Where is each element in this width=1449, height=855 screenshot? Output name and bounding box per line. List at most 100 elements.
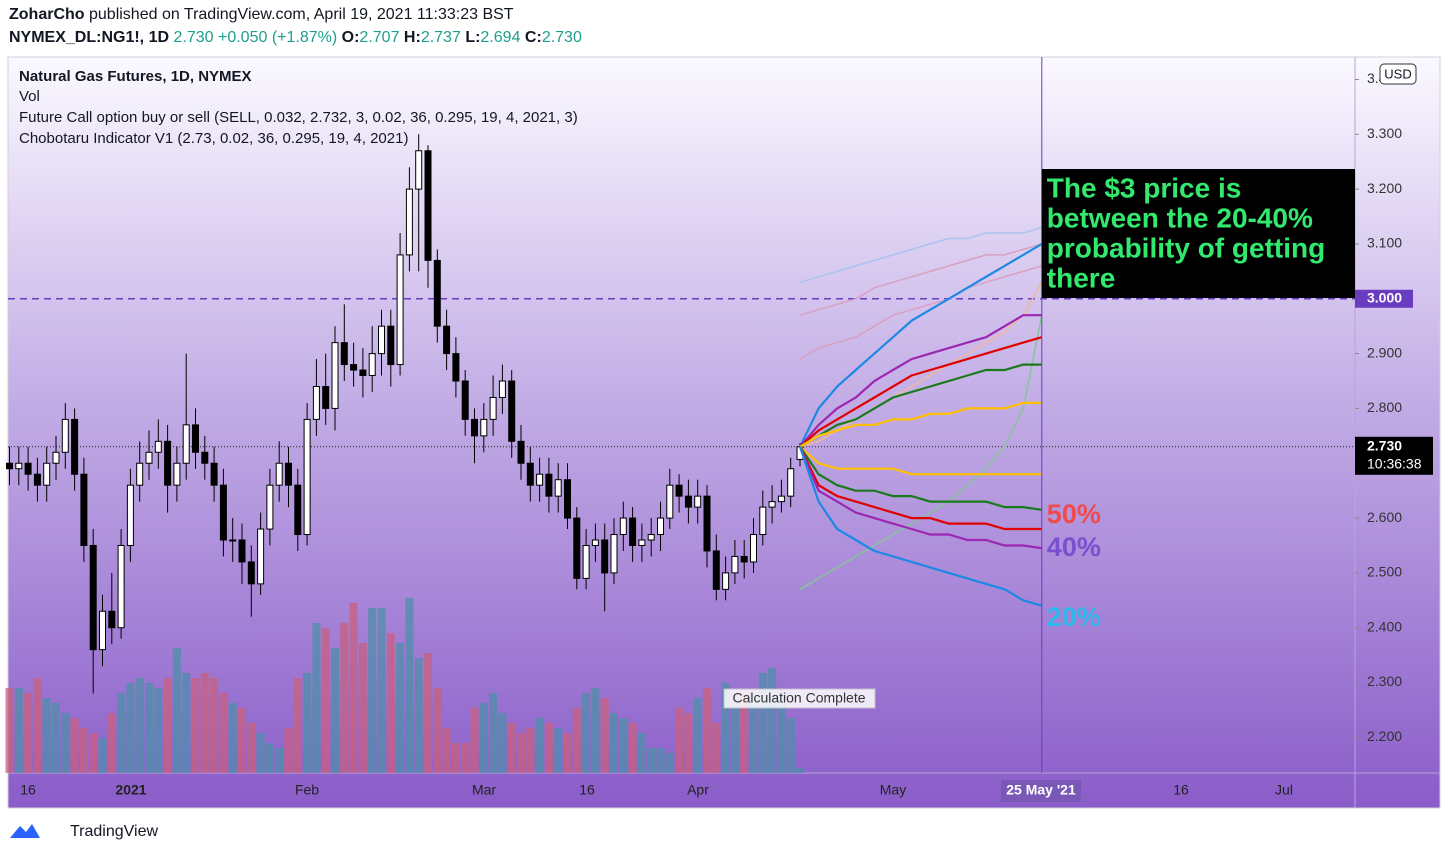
candle-body: [461, 380, 469, 420]
candle-body: [787, 468, 795, 497]
annotation-text: The $3 price is: [1047, 172, 1242, 203]
candle-body: [471, 418, 478, 437]
candle-body: [396, 254, 404, 366]
candle-body: [294, 484, 302, 536]
legend-line: Vol: [19, 88, 40, 105]
volume-bar: [563, 733, 572, 773]
last: 2.730: [173, 29, 214, 46]
last-price-label: 2.730: [1367, 438, 1402, 454]
volume-bar: [321, 628, 330, 773]
volume-bar: [98, 738, 107, 773]
percent-label: 20%: [1047, 602, 1101, 632]
volume-bar: [405, 598, 414, 773]
candle-body: [229, 539, 237, 542]
volume-bar: [275, 748, 284, 773]
volume-bar: [517, 733, 525, 773]
volume-bar: [145, 683, 153, 773]
candle-body: [89, 544, 97, 651]
x-tick-label: 16: [1173, 782, 1189, 798]
candle-body: [173, 462, 181, 486]
candle-body: [15, 462, 23, 470]
volume-bar: [693, 698, 702, 773]
x-tick-label: Apr: [687, 782, 709, 798]
volume-bar: [219, 693, 228, 773]
volume-bar: [247, 723, 256, 773]
candle-body: [210, 462, 218, 486]
volume-bar: [284, 728, 293, 773]
author: ZoharCho: [9, 6, 85, 23]
volume-bar: [479, 703, 488, 773]
volume-bar: [507, 723, 516, 773]
footer-logo: [10, 824, 40, 838]
volume-bar: [684, 713, 693, 773]
volume-bar: [712, 723, 721, 773]
ohlc-label: O:: [341, 29, 360, 46]
volume-bar: [312, 623, 321, 773]
volume-bar: [14, 688, 23, 773]
y-tick-label: 2.200: [1367, 728, 1402, 744]
ohlc-label: C:: [524, 29, 542, 46]
x-label-badge: [1001, 780, 1081, 802]
x-tick-label: 16: [20, 782, 36, 798]
x-tick-label: Feb: [295, 782, 319, 798]
candle-body: [275, 462, 283, 486]
symbol: NYMEX_DL:NG1!, 1D: [9, 29, 170, 46]
published: published on TradingView.com, April 19, …: [89, 6, 514, 23]
status-text: Calculation Complete: [732, 690, 865, 706]
volume-bar: [368, 608, 377, 773]
candle-body: [731, 555, 739, 574]
candle-body: [415, 150, 423, 190]
volume-bar: [433, 688, 442, 773]
volume-bar: [154, 688, 163, 773]
candle-body: [433, 259, 441, 327]
percent-label: 40%: [1047, 532, 1101, 562]
candle-body: [136, 462, 144, 486]
volume-bar: [656, 748, 665, 773]
candle-body: [647, 534, 655, 541]
candle-body: [675, 484, 683, 497]
x-tick-label: 25 May '21: [1006, 782, 1076, 798]
y-tick-label: 2.500: [1367, 564, 1402, 580]
volume-bar: [5, 688, 14, 773]
volume-bar: [675, 708, 684, 773]
candle-body: [43, 462, 51, 486]
volume-bar: [796, 768, 804, 773]
volume-bar: [572, 708, 581, 773]
volume-bar: [293, 678, 302, 773]
y-tick-label: 2.400: [1367, 618, 1402, 634]
symbol-line: NYMEX_DL:NG1!, 1D 2.730 +0.050 (+1.87%) …: [9, 29, 582, 47]
volume-bar: [610, 713, 618, 773]
ohlc-value: 2.737: [420, 29, 461, 46]
candle-body: [750, 534, 757, 563]
last-price-badge: [1355, 436, 1433, 475]
probability-line: [799, 243, 1043, 316]
currency-badge: [1379, 63, 1417, 85]
volume-bar: [117, 693, 126, 773]
volume-bar: [489, 693, 498, 773]
candle-body: [564, 479, 571, 519]
volume-bar: [61, 713, 70, 773]
candle-body: [238, 539, 246, 563]
ohlc-value: 2.694: [480, 29, 521, 46]
candle-body: [61, 418, 69, 453]
volume-bar: [200, 673, 209, 773]
volume-bar: [414, 658, 423, 773]
candle-body: [164, 440, 172, 486]
candle-body: [452, 353, 460, 382]
candle-body: [192, 424, 199, 453]
candle-body: [768, 501, 776, 508]
volume-bar: [265, 743, 274, 773]
level-badge: [1355, 289, 1413, 308]
candle-body: [117, 544, 125, 629]
candle-body: [619, 517, 627, 536]
candle-body: [257, 528, 265, 585]
y-tick-label: 2.600: [1367, 509, 1402, 525]
volume-bar: [470, 708, 479, 773]
candle-body: [285, 462, 292, 486]
volume-bar: [42, 698, 51, 773]
candle-body: [443, 325, 451, 355]
candle-body: [498, 380, 506, 398]
candle-body: [554, 479, 562, 497]
